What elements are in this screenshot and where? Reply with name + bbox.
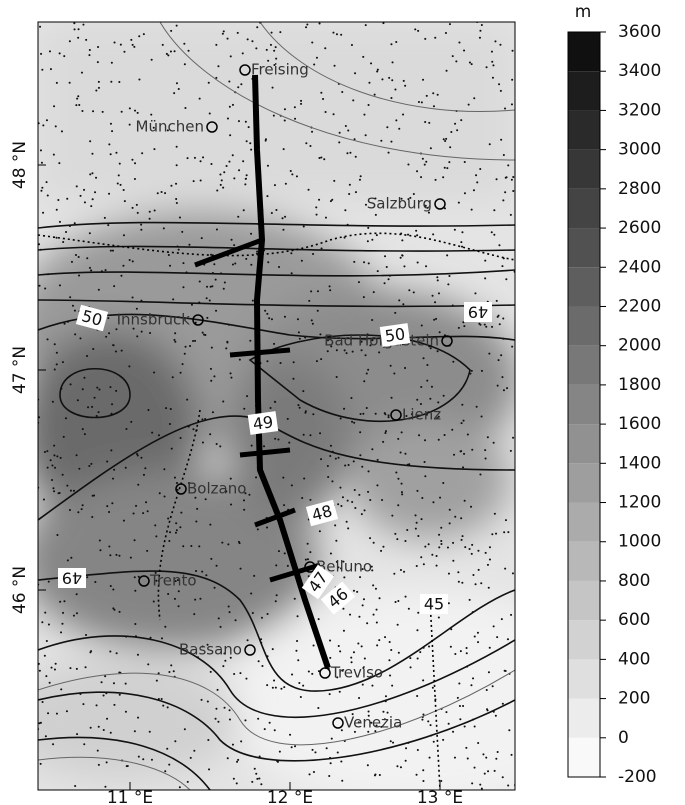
colorbar-swatch	[568, 581, 600, 620]
colorbar-label: 1600	[618, 414, 661, 434]
lon-label: 13 °E	[417, 788, 463, 805]
colorbar-swatch	[568, 385, 600, 424]
colorbar-label: 2800	[618, 179, 661, 199]
colorbar-swatch	[568, 424, 600, 463]
city-label: Venezia	[344, 714, 402, 732]
colorbar-swatch	[568, 150, 600, 189]
colorbar-label: 2400	[618, 257, 661, 277]
colorbar-swatch	[568, 620, 600, 659]
city-label: Treviso	[330, 664, 383, 682]
colorbar-label: 1800	[618, 375, 661, 395]
lon-label: 11 °E	[107, 788, 153, 805]
colorbar-label: 1400	[618, 453, 661, 473]
colorbar-swatch	[568, 32, 600, 71]
contour-label: 50	[384, 324, 407, 346]
colorbar-label: 3000	[618, 140, 661, 160]
colorbar-label: 3400	[618, 61, 661, 81]
map-area	[0, 22, 610, 805]
colorbar-swatch	[568, 659, 600, 698]
colorbar-unit: m	[575, 2, 592, 22]
colorbar-label: 3600	[618, 22, 661, 42]
colorbar-swatch	[568, 699, 600, 738]
colorbar-swatch	[568, 542, 600, 581]
colorbar-label: 2000	[618, 336, 661, 356]
colorbar-label: 400	[618, 649, 650, 669]
city-label: Trento	[149, 572, 197, 590]
city-label: Bolzano	[187, 480, 246, 498]
contour-label: 45	[424, 595, 444, 614]
lat-label: 46 °N	[10, 566, 30, 614]
colorbar: -200 0 200 400 600 800 1000 1200 1400 1600 1800 200…	[568, 22, 661, 787]
colorbar-label: 0	[618, 728, 629, 748]
contour-label: 49	[468, 303, 488, 322]
figure: 48 °N 47 °N 46 °N 11 °E 12 °E 13 °E Freising Mü…	[0, 0, 685, 805]
colorbar-swatch	[568, 503, 600, 542]
lat-label: 48 °N	[10, 141, 30, 189]
contour-label: 49	[252, 412, 275, 434]
colorbar-swatch	[568, 738, 600, 777]
colorbar-label: 2600	[618, 218, 661, 238]
lon-label: 12 °E	[267, 788, 313, 805]
lat-label: 47 °N	[10, 346, 30, 394]
contour-label-box: 50	[380, 323, 411, 347]
colorbar-label: 600	[618, 610, 650, 630]
colorbar-swatch	[568, 189, 600, 228]
contour-label-box: 49	[58, 568, 86, 588]
city-label: Lienz	[402, 406, 441, 424]
contour-label-box: 49	[248, 411, 279, 435]
contour-label-box: 45	[420, 594, 448, 614]
colorbar-swatch	[568, 463, 600, 502]
colorbar-swatch	[568, 346, 600, 385]
contour-label-box: 49	[464, 302, 492, 322]
city-label: Bassano	[179, 641, 242, 659]
colorbar-swatch	[568, 267, 600, 306]
colorbar-swatch	[568, 306, 600, 345]
colorbar-swatch	[568, 110, 600, 149]
contour-label: 49	[62, 569, 82, 588]
city-label: München	[136, 118, 204, 136]
city-label: Innsbruck	[117, 311, 191, 329]
colorbar-label: 3200	[618, 100, 661, 120]
colorbar-swatch	[568, 71, 600, 110]
city-label: Salzburg	[367, 195, 432, 213]
colorbar-label: 200	[618, 689, 650, 709]
colorbar-label: 800	[618, 571, 650, 591]
colorbar-label: 2200	[618, 296, 661, 316]
city-label: Freising	[251, 61, 309, 79]
colorbar-label: 1000	[618, 532, 661, 552]
colorbar-label: 1200	[618, 493, 661, 513]
colorbar-label: -200	[618, 767, 657, 787]
colorbar-swatch	[568, 228, 600, 267]
